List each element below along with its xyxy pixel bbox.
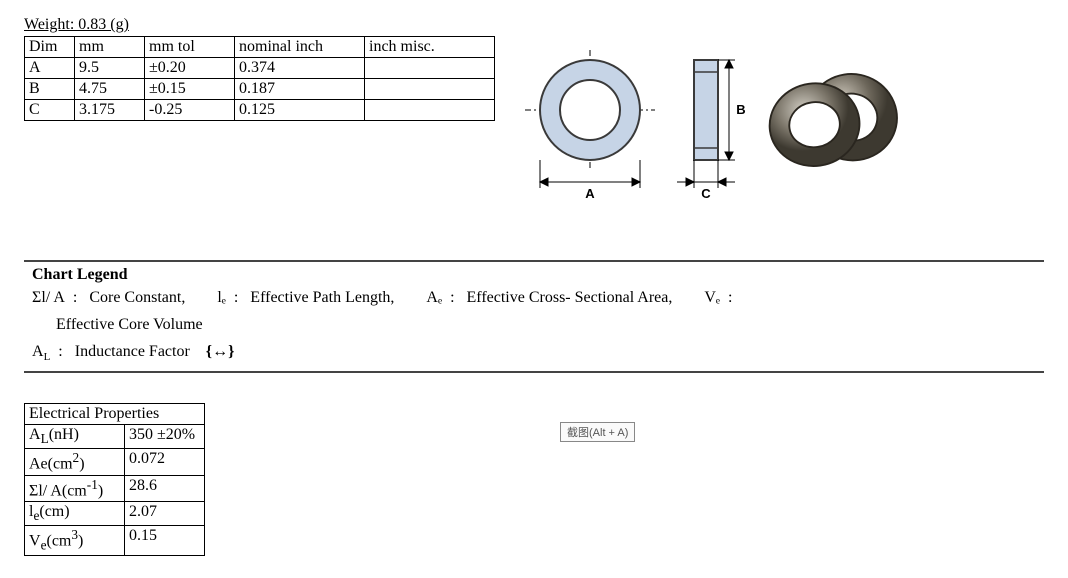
table-cell: C (25, 100, 75, 121)
table-row: le(cm)2.07 (25, 502, 205, 526)
top-row: Dimmmmm tolnominal inchinch misc.A9.5±0.… (24, 36, 1044, 200)
table-cell: 0.125 (235, 100, 365, 121)
elec-label: AL(nH) (25, 425, 125, 449)
table-cell: B (25, 79, 75, 100)
elec-value: 28.6 (125, 475, 205, 501)
table-cell: ±0.20 (145, 58, 235, 79)
table-cell: 0.374 (235, 58, 365, 79)
table-row: Ve(cm3)0.15 (25, 526, 205, 556)
table-cell: 3.175 (75, 100, 145, 121)
table-row: AL(nH)350 ±20% (25, 425, 205, 449)
table-cell: ±0.15 (145, 79, 235, 100)
table-row: Σl/ A(cm-1)28.6 (25, 475, 205, 501)
elec-value: 0.072 (125, 449, 205, 475)
diagrams: A B C (525, 40, 913, 200)
electrical-properties-table: Electrical PropertiesAL(nH)350 ±20%Ae(cm… (24, 403, 205, 556)
elec-label: le(cm) (25, 502, 125, 526)
ring-side-diagram: B C (669, 40, 749, 200)
dim-header: nominal inch (235, 37, 365, 58)
dim-header: Dim (25, 37, 75, 58)
table-cell: 0.187 (235, 79, 365, 100)
elec-title: Electrical Properties (25, 404, 205, 425)
dim-c-label: C (701, 186, 711, 200)
legend-title: Chart Legend (32, 266, 1036, 284)
table-cell: -0.25 (145, 100, 235, 121)
table-cell (365, 79, 495, 100)
elec-label: Σl/ A(cm-1) (25, 475, 125, 501)
dimensions-table: Dimmmmm tolnominal inchinch misc.A9.5±0.… (24, 36, 495, 121)
dim-b-label: B (736, 102, 745, 117)
table-cell: A (25, 58, 75, 79)
dim-a-label: A (585, 186, 595, 200)
table-cell: 9.5 (75, 58, 145, 79)
table-row: Ae(cm2)0.072 (25, 449, 205, 475)
dim-header: mm (75, 37, 145, 58)
elec-value: 2.07 (125, 502, 205, 526)
screenshot-tooltip: 截图(Alt + A) (560, 422, 635, 442)
ferrite-photo (763, 55, 913, 185)
ring-plan-diagram: A (525, 40, 655, 200)
table-cell (365, 100, 495, 121)
elec-value: 350 ±20% (125, 425, 205, 449)
dim-header: mm tol (145, 37, 235, 58)
elec-label: Ae(cm2) (25, 449, 125, 475)
table-cell: 4.75 (75, 79, 145, 100)
elec-label: Ve(cm3) (25, 526, 125, 556)
table-row: A9.5±0.200.374 (25, 58, 495, 79)
legend-body: Σl/ A : Core Constant, lₑ : Effective Pa… (32, 284, 1036, 367)
table-row: B4.75±0.150.187 (25, 79, 495, 100)
weight-label: Weight: 0.83 (g) (24, 16, 1044, 34)
chart-legend: Chart Legend Σl/ A : Core Constant, lₑ :… (24, 260, 1044, 373)
elec-value: 0.15 (125, 526, 205, 556)
dim-header: inch misc. (365, 37, 495, 58)
table-row: C3.175-0.250.125 (25, 100, 495, 121)
table-cell (365, 58, 495, 79)
